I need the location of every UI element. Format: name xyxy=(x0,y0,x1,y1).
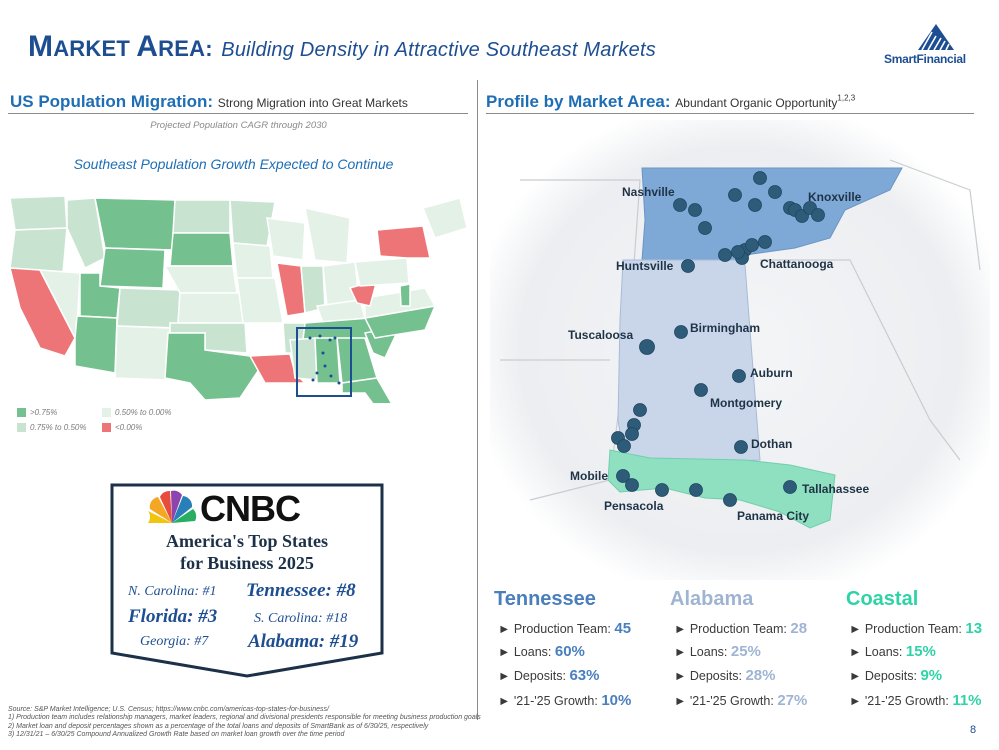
migration-heading: US Population Migration: Strong Migratio… xyxy=(10,92,408,111)
al-growth: ► '21-'25 Growth: 27% xyxy=(674,692,808,709)
legend-item-mid: 0.75% to 0.50% xyxy=(17,423,86,432)
cnbc-badge xyxy=(110,483,384,678)
city-label-huntsville: Huntsville xyxy=(616,259,674,273)
coastal-team: ► Production Team: 13 xyxy=(849,620,983,637)
smartfinancial-logo xyxy=(918,24,954,51)
city-label-tuscaloosa: Tuscaloosa xyxy=(568,328,634,342)
projection-caption: Projected Population CAGR through 2030 xyxy=(150,120,327,131)
state-louisiana xyxy=(248,353,307,384)
branch-markers xyxy=(611,171,825,507)
state-washington xyxy=(9,195,68,231)
legend-swatch xyxy=(102,423,111,432)
peacock-icon xyxy=(148,490,197,523)
ranking-ga: Georgia: #7 xyxy=(140,634,209,649)
state-wyoming xyxy=(99,247,166,289)
cnbc-wordmark: CNBC xyxy=(200,488,301,529)
state-texas xyxy=(164,332,261,401)
state-iowa xyxy=(232,242,274,279)
state-new-mexico xyxy=(114,325,171,381)
region-tennessee xyxy=(641,167,903,271)
city-label-birmingham: Birmingham xyxy=(690,321,761,335)
ranking-tn: Tennessee: #8 xyxy=(246,580,356,601)
state-idaho xyxy=(66,197,106,270)
tn-team: ► Production Team: 45 xyxy=(498,620,632,637)
profile-heading-note: Abundant Organic Opportunity xyxy=(675,96,838,110)
legend-swatch xyxy=(17,408,26,417)
page-title: MARKET AREA: Building Density in Attract… xyxy=(28,30,656,63)
legend-item-low: 0.50% to 0.00% xyxy=(102,408,171,417)
state-new-york xyxy=(376,225,431,259)
city-label-nashville: Nashville xyxy=(622,185,675,199)
tn-growth: ► '21-'25 Growth: 10% xyxy=(498,692,632,709)
ranking-nc: N. Carolina: #1 xyxy=(128,584,217,599)
al-team: ► Production Team: 28 xyxy=(674,620,808,637)
logo-text: SmartFinancial xyxy=(884,52,966,66)
region-coastal xyxy=(607,449,836,529)
city-label-tallahassee: Tallahassee xyxy=(802,482,870,496)
state-nebraska xyxy=(163,265,238,294)
al-deposits: ► Deposits: 28% xyxy=(674,667,776,684)
us-population-map xyxy=(9,195,468,403)
al-loans: ► Loans: 25% xyxy=(674,643,761,660)
ranking-sc: S. Carolina: #18 xyxy=(254,611,348,626)
footprint-highlight-box xyxy=(296,327,352,397)
city-label-chattanooga: Chattanooga xyxy=(760,257,834,271)
market-title-tennessee: Tennessee xyxy=(494,588,596,610)
map-caption: Southeast Population Growth Expected to … xyxy=(73,156,394,172)
coastal-deposits: ► Deposits: 9% xyxy=(849,667,943,684)
page-number: 8 xyxy=(970,724,977,736)
state-montana xyxy=(94,197,176,251)
state-pennsylvania xyxy=(354,257,410,287)
city-label-dothan: Dothan xyxy=(751,437,793,451)
left-heading-rule xyxy=(8,113,468,114)
state-arizona xyxy=(74,315,118,374)
page-subtitle: Building Density in Attractive Southeast… xyxy=(221,39,656,61)
legend-item-high: >0.75% xyxy=(17,408,57,417)
state-north-dakota xyxy=(172,199,231,234)
state-colorado xyxy=(116,287,181,329)
state-ohio xyxy=(322,261,360,307)
profile-heading: Profile by Market Area: Abundant Organic… xyxy=(486,92,856,111)
city-label-montgomery: Montgomery xyxy=(710,396,782,410)
cnbc-title: America's Top States for Business 2025 xyxy=(166,531,328,573)
city-label-knoxville: Knoxville xyxy=(808,190,862,204)
tn-loans: ► Loans: 60% xyxy=(498,643,585,660)
state-alabama xyxy=(314,337,341,384)
right-heading-rule xyxy=(486,113,974,114)
state-south-dakota xyxy=(169,232,234,267)
city-label-mobile: Mobile xyxy=(570,469,608,483)
coastal-growth: ► '21-'25 Growth: 11% xyxy=(849,692,982,709)
market-title-alabama: Alabama xyxy=(670,588,754,610)
state-michigan xyxy=(304,207,351,264)
coastal-loans: ► Loans: 15% xyxy=(849,643,936,660)
state-delaware xyxy=(399,283,411,307)
tn-deposits: ► Deposits: 63% xyxy=(498,667,600,684)
market-title-coastal: Coastal xyxy=(846,588,919,610)
state-oregon xyxy=(9,227,68,274)
legend-swatch xyxy=(102,408,111,417)
city-label-panama-city: Panama City xyxy=(737,509,810,523)
market-area-map xyxy=(490,120,990,580)
ranking-al: Alabama: #19 xyxy=(248,631,359,652)
state-missouri xyxy=(236,277,284,324)
city-label-pensacola: Pensacola xyxy=(604,499,664,513)
legend-item-negative: <0.00% xyxy=(102,423,142,432)
ranking-fl: Florida: #3 xyxy=(128,606,218,627)
state-mississippi xyxy=(289,337,318,381)
state-wisconsin xyxy=(266,217,306,261)
migration-heading-note: Strong Migration into Great Markets xyxy=(217,96,408,110)
region-alabama xyxy=(617,259,761,466)
state-new-england xyxy=(421,197,468,239)
column-divider xyxy=(477,80,478,720)
state-florida xyxy=(341,377,393,403)
footnotes: Source: S&P Market Intelligence; U.S. Ce… xyxy=(8,706,481,739)
legend-swatch xyxy=(17,423,26,432)
state-kansas xyxy=(177,292,244,324)
city-label-auburn: Auburn xyxy=(750,366,793,380)
